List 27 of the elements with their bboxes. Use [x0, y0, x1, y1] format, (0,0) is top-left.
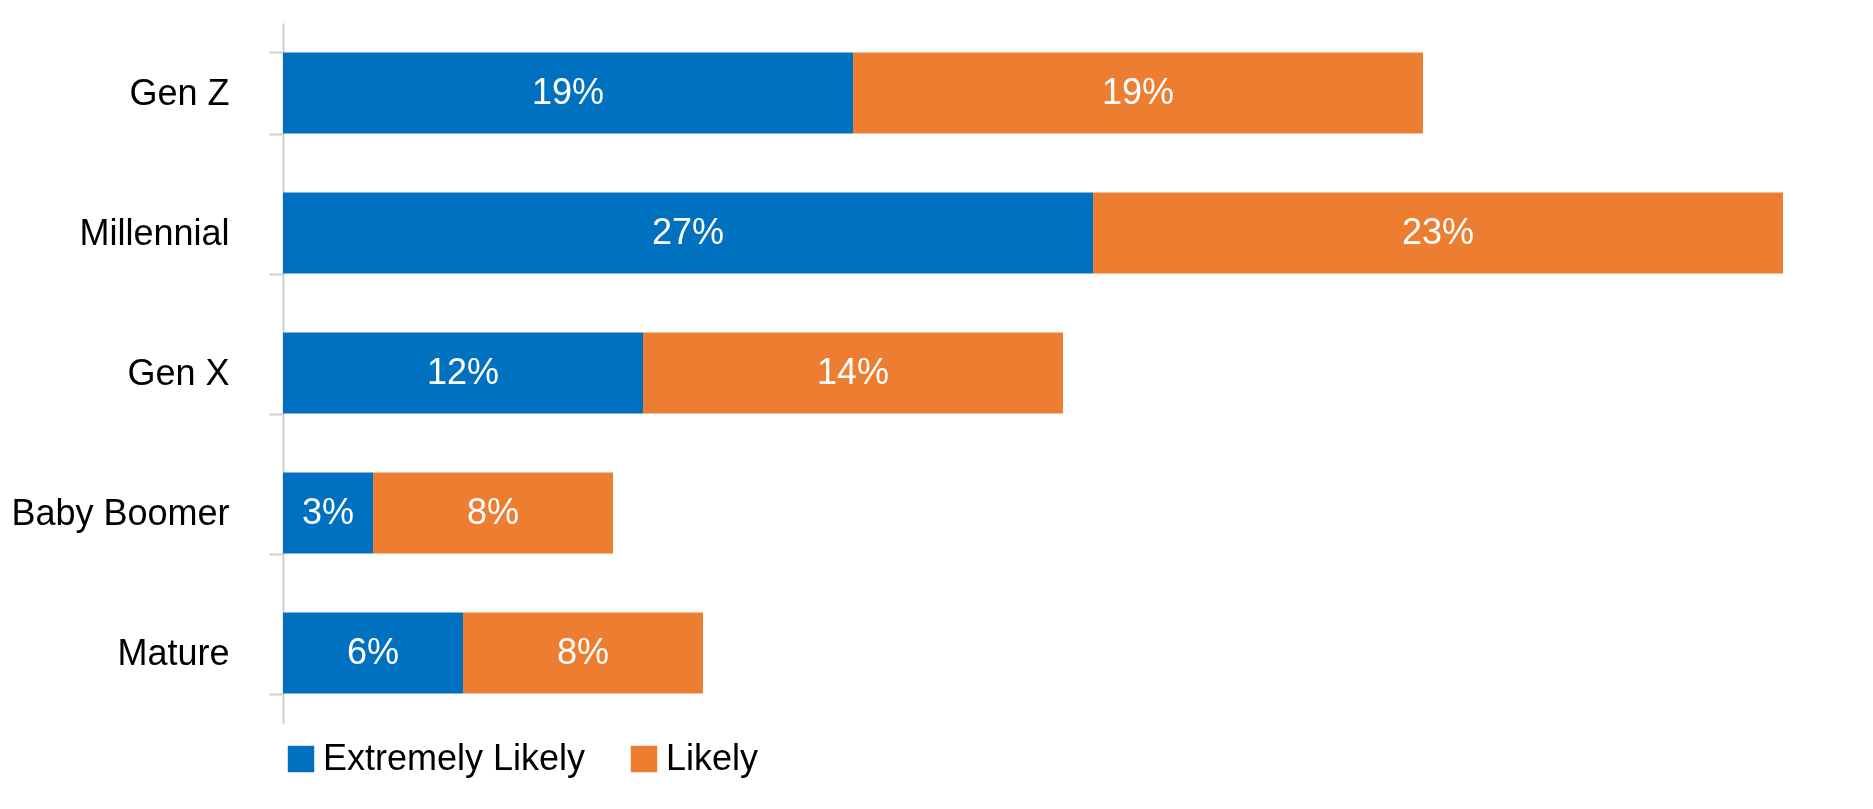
legend-label: Likely — [666, 737, 759, 778]
legend-label: Extremely Likely — [323, 737, 586, 778]
data-label: 19% — [1101, 71, 1175, 112]
data-label: 19% — [531, 71, 605, 112]
data-label: 27% — [651, 211, 725, 252]
data-label: 14% — [816, 351, 890, 392]
data-label: 6% — [346, 631, 400, 672]
bar — [1093, 192, 1783, 274]
bar — [283, 612, 463, 694]
y-tick-label: Baby Boomer — [11, 491, 230, 533]
y-tick-label: Mature — [117, 631, 230, 673]
data-label: 8% — [556, 631, 610, 672]
bar — [283, 192, 1093, 274]
bar — [853, 52, 1423, 134]
data-label: 12% — [426, 351, 500, 392]
y-tick-label: Gen X — [127, 351, 230, 393]
bar — [643, 332, 1063, 414]
bar — [283, 52, 853, 134]
bar — [283, 332, 643, 414]
data-label: 8% — [466, 491, 520, 532]
bar — [463, 612, 703, 694]
data-label: 3% — [301, 491, 355, 532]
y-tick-label: Millennial — [79, 211, 230, 253]
bar — [283, 472, 373, 554]
y-tick-label: Gen Z — [129, 71, 230, 113]
bar — [373, 472, 613, 554]
data-label: 23% — [1401, 211, 1475, 252]
